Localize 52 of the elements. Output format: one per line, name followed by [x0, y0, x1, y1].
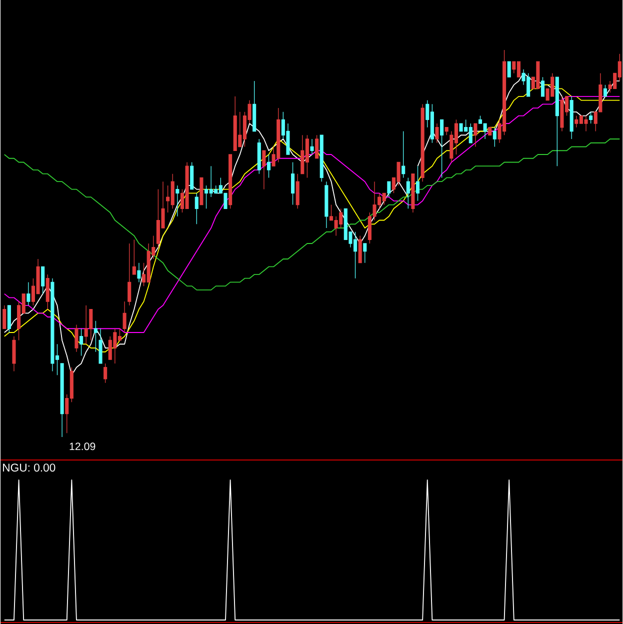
candlestick	[252, 80, 256, 132]
candlestick	[440, 119, 444, 178]
candlestick	[132, 239, 136, 275]
candlestick	[74, 324, 78, 352]
candlestick	[46, 274, 50, 310]
candlestick	[200, 177, 204, 206]
chart-title: NGU: 0.00	[3, 464, 56, 472]
candlestick	[176, 185, 180, 217]
candlestick	[7, 305, 11, 333]
candlestick	[488, 127, 492, 136]
candlestick	[12, 336, 16, 372]
candlestick	[492, 127, 496, 148]
candlestick	[137, 262, 141, 283]
candlestick	[128, 243, 132, 306]
candlestick	[228, 154, 232, 209]
candlestick	[190, 162, 194, 190]
text: 12.09	[70, 442, 96, 450]
candlestick	[41, 266, 45, 294]
candlestick	[603, 84, 607, 97]
candlestick	[411, 173, 415, 213]
candlestick	[79, 328, 84, 356]
candlestick	[257, 138, 261, 174]
candlestick	[540, 76, 544, 97]
candlestick	[406, 177, 410, 209]
candlestick	[555, 76, 559, 166]
candlestick	[358, 235, 362, 264]
candlestick	[363, 243, 367, 264]
candlestick	[324, 181, 328, 228]
candlestick	[266, 154, 270, 178]
candlestick	[98, 328, 102, 364]
candlestick	[26, 282, 30, 306]
candlestick	[122, 301, 126, 333]
candlestick	[420, 104, 424, 182]
candlestick	[262, 150, 266, 190]
candlestick	[194, 192, 198, 224]
candlestick	[444, 127, 448, 136]
candlestick	[94, 320, 98, 352]
candlestick	[474, 123, 478, 148]
candlestick	[2, 305, 6, 329]
candlestick	[507, 61, 511, 78]
candlestick	[416, 166, 420, 202]
candlestick	[290, 162, 295, 206]
candlestick	[570, 96, 574, 140]
candlestick	[435, 123, 439, 144]
candlestick	[60, 363, 64, 438]
candlestick	[310, 138, 314, 155]
candlestick	[320, 134, 324, 182]
candlestick	[387, 181, 391, 198]
candlestick	[104, 363, 108, 384]
candlestick	[589, 112, 593, 124]
candlestick	[315, 134, 319, 159]
candlestick	[296, 173, 300, 209]
